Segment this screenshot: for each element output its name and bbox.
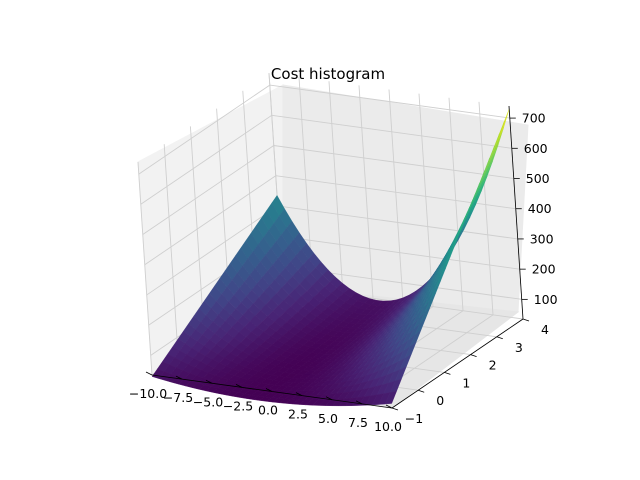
y-tick-label: 4 (541, 322, 549, 337)
grid-line-z (140, 114, 512, 205)
y-tick-mark (418, 389, 425, 393)
z-tick-label: 100 (534, 292, 558, 307)
y-tick-label: 0 (436, 393, 444, 408)
y-tick-mark (522, 318, 530, 322)
x-tick-label: 2.5 (288, 407, 308, 422)
y-axis-line (391, 318, 524, 409)
grid-line-z (142, 145, 514, 235)
x-tick-mark (265, 388, 273, 392)
x-tick-label: −2.5 (223, 398, 253, 413)
z-tick-label: 300 (530, 231, 554, 246)
x-tick-label: 10.0 (374, 419, 402, 434)
axes: −10.0−7.5 −5.0 −2.5 0.0 2.5 5.0 7.5 10.0−1 0 1 2 3 4… (129, 105, 558, 434)
z-tick-label: 400 (528, 201, 552, 216)
y-tick-mark (391, 407, 399, 411)
x-tick-mark (205, 379, 213, 384)
x-tick-mark (325, 396, 333, 401)
surface-patch (384, 390, 397, 405)
x-tick-label: 0.0 (258, 403, 278, 418)
y-tick-label: 2 (489, 358, 497, 373)
z-tick-label: 200 (532, 262, 556, 277)
chart-title: Cost histogram (271, 65, 385, 83)
y-tick-mark (470, 354, 477, 357)
grid-line-z (144, 175, 516, 266)
x-tick-label: −5.0 (193, 394, 223, 409)
y-tick-mark (444, 372, 451, 375)
x-tick-mark (355, 400, 363, 405)
z-tick-label: 500 (526, 171, 550, 186)
x-tick-label: 5.0 (318, 411, 338, 426)
x-tick-mark (295, 392, 303, 396)
y-tick-label: −1 (405, 411, 423, 426)
grid-line-z (138, 84, 510, 175)
y-tick-mark (496, 336, 503, 340)
x-tick-mark (235, 384, 243, 388)
z-tick-label: 600 (524, 141, 548, 156)
x-tick-label: −7.5 (163, 390, 193, 405)
x-tick-label: 7.5 (348, 415, 368, 430)
x-tick-mark (385, 404, 393, 409)
z-tick-label: 700 (522, 111, 546, 126)
surface (151, 108, 510, 407)
x-tick-label: −10.0 (129, 386, 167, 401)
y-tick-label: 3 (515, 340, 523, 355)
x-tick-mark (175, 375, 183, 380)
y-tick-label: 1 (462, 375, 470, 390)
z-axis-line (508, 105, 524, 320)
x-tick-mark (145, 371, 153, 376)
